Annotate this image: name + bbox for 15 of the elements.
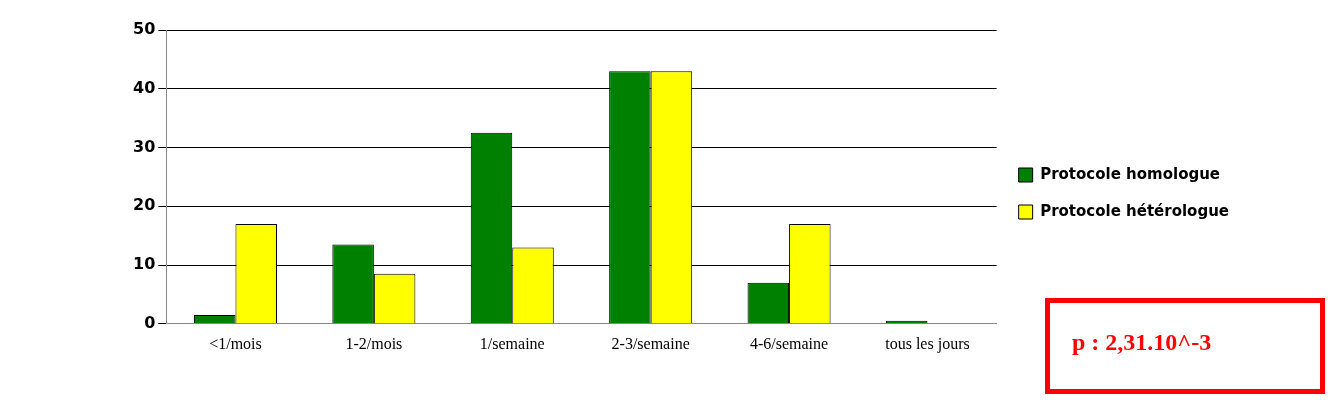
y-tick-label: 0	[144, 312, 156, 332]
x-tick-label: 1-2/mois	[345, 334, 403, 352]
y-tick-label: 10	[133, 254, 156, 274]
x-tick-label: <1/mois	[209, 334, 262, 352]
y-tick-label: 40	[133, 77, 156, 97]
x-tick-label: 4-6/semaine	[749, 334, 829, 352]
x-tick-label: tous les jours	[885, 334, 970, 353]
y-tick-label: 20	[133, 195, 156, 215]
legend-label: Protocole hétérologue	[1040, 201, 1229, 220]
y-tick-label: 50	[133, 19, 156, 39]
y-tick-label: 30	[133, 136, 156, 156]
text: p : 2,31.10^-3	[1045, 298, 1325, 394]
x-tick-label: 2-3/semaine	[611, 334, 690, 352]
legend-label: Protocole homologue	[1040, 164, 1221, 183]
x-tick-label: 1/semaine	[479, 334, 545, 352]
